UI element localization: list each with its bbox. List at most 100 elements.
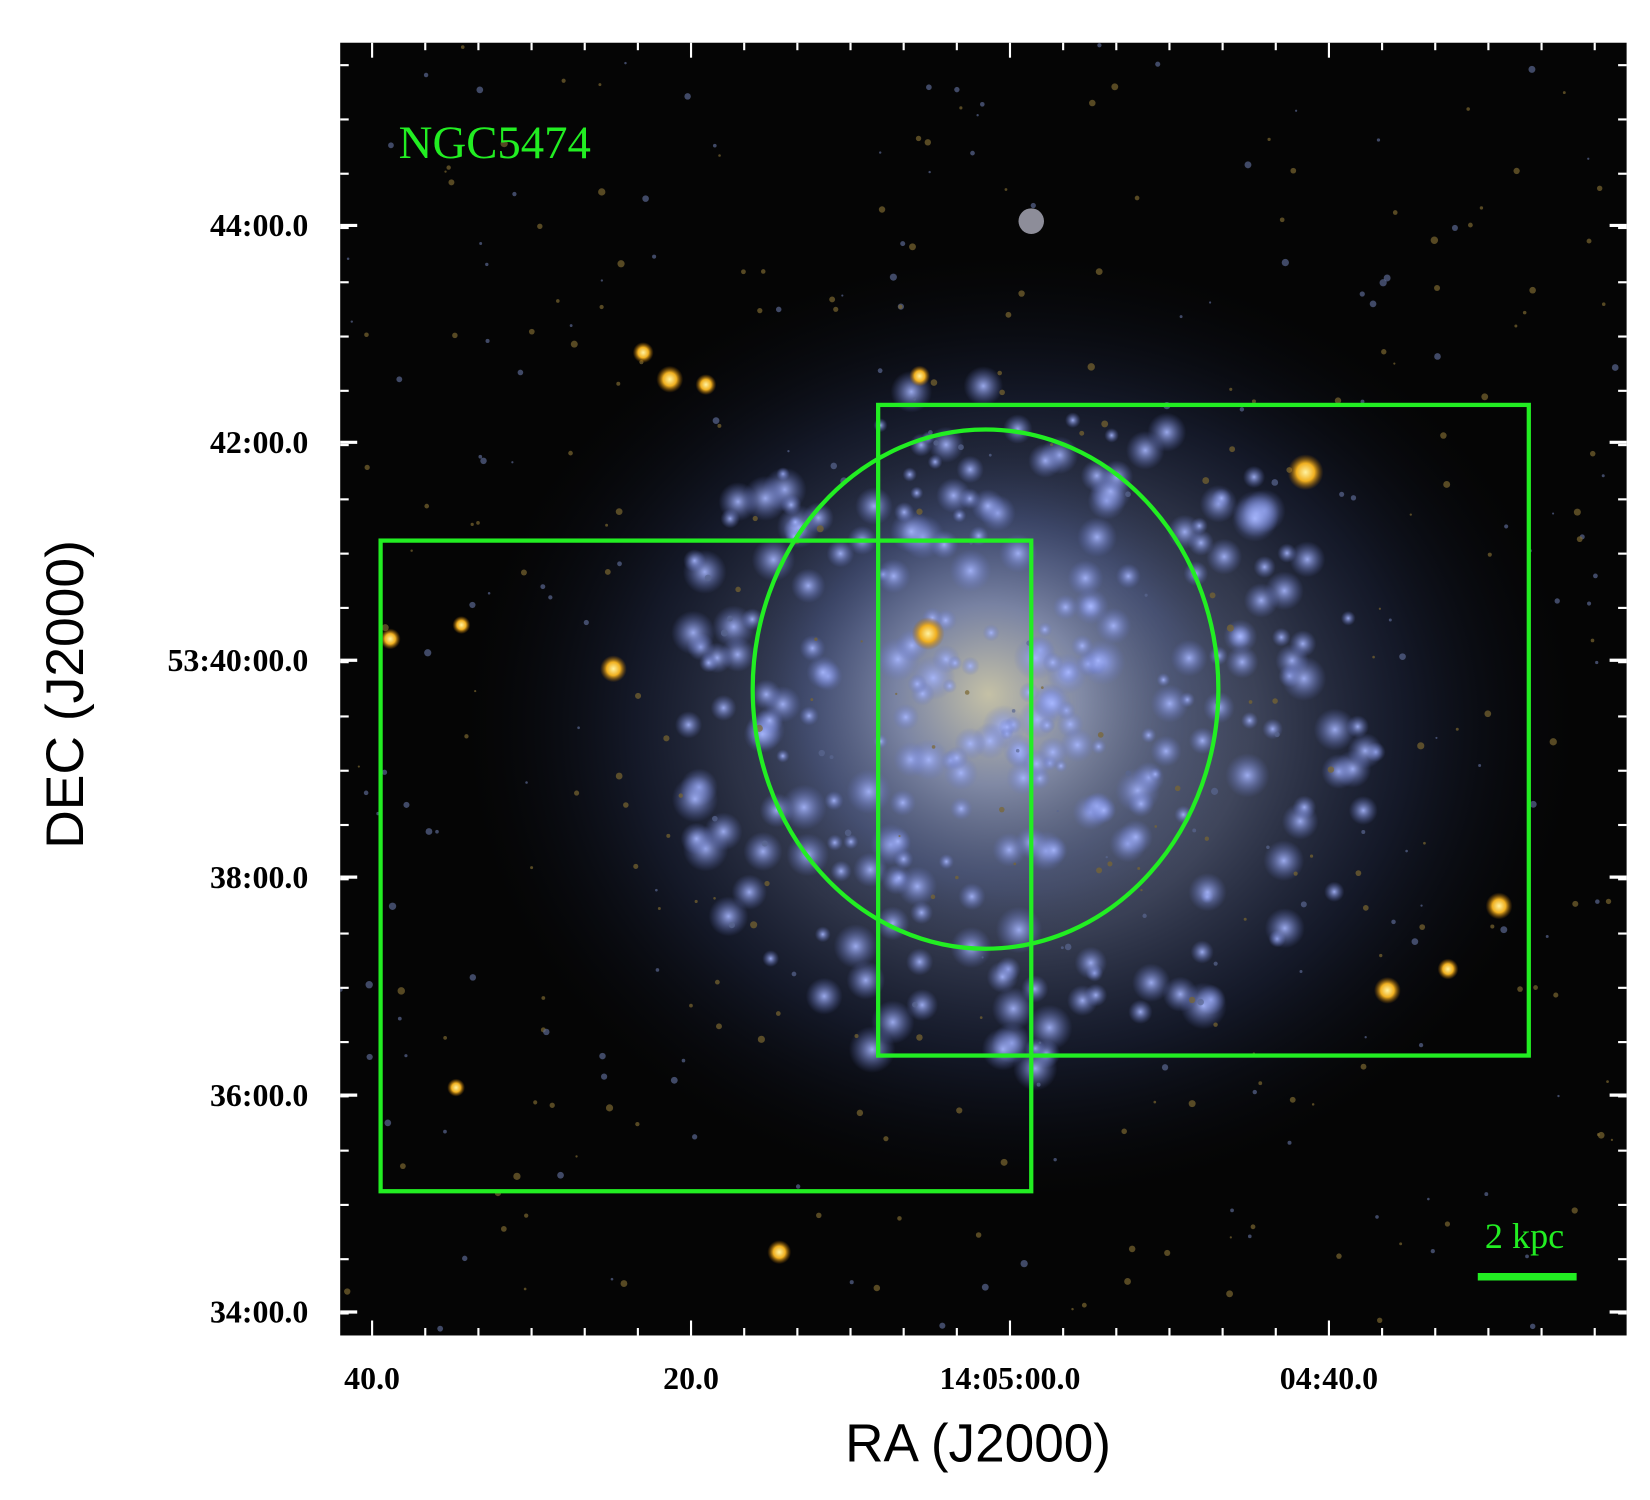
faint-source	[981, 1283, 989, 1291]
ticks: 44:00.0 42:00.0 53:40:00.0 38:00.0 36:00.0 34…	[167, 42, 1627, 1396]
faint-source	[635, 1121, 640, 1127]
faint-source	[1213, 961, 1218, 966]
faint-source	[1533, 985, 1538, 990]
faint-source	[469, 974, 477, 981]
hii-region	[1020, 975, 1049, 1003]
hii-region	[1277, 543, 1297, 563]
hii-region	[906, 989, 939, 1022]
hii-region	[929, 530, 959, 559]
faint-source	[1552, 512, 1555, 515]
faint-source	[512, 191, 517, 197]
faint-source	[1478, 763, 1482, 767]
faint-source	[1381, 349, 1387, 355]
faint-source	[1053, 1157, 1057, 1162]
faint-source	[1247, 1234, 1252, 1239]
faint-source	[1060, 946, 1064, 950]
faint-source	[879, 151, 882, 154]
hii-region	[1026, 1004, 1073, 1051]
faint-source	[1430, 1248, 1435, 1254]
faint-source	[1267, 137, 1271, 141]
faint-source	[1596, 1133, 1601, 1137]
faint-source	[381, 769, 388, 775]
faint-source	[396, 376, 403, 383]
faint-source	[1209, 301, 1212, 304]
faint-source	[1192, 828, 1197, 833]
x-axis-title: RA (J2000)	[845, 1414, 1111, 1473]
star	[695, 374, 717, 396]
faint-source	[604, 568, 611, 575]
faint-source	[1081, 1302, 1087, 1308]
faint-source	[787, 450, 790, 453]
faint-source	[524, 1213, 529, 1218]
faint-source	[599, 1052, 606, 1060]
faint-source	[716, 1023, 722, 1030]
faint-source	[933, 440, 939, 446]
faint-source	[446, 165, 451, 170]
faint-source	[452, 332, 458, 339]
hii-region	[936, 478, 971, 513]
star	[1485, 892, 1513, 920]
faint-source	[616, 381, 621, 386]
faint-source	[1188, 1100, 1196, 1108]
faint-source	[642, 195, 649, 202]
faint-source	[1188, 996, 1196, 1004]
faint-source	[1529, 1323, 1536, 1330]
star	[767, 1240, 792, 1265]
hii-region	[1104, 428, 1119, 443]
faint-source	[1087, 363, 1095, 371]
faint-source	[1281, 258, 1289, 267]
faint-source	[958, 444, 964, 451]
hii-region	[1037, 622, 1053, 638]
faint-source	[1097, 731, 1104, 738]
hii-region	[998, 534, 1038, 573]
hii-region	[1067, 560, 1104, 597]
faint-source	[1096, 867, 1103, 874]
hii-region	[741, 608, 764, 631]
y-tick-label: 36:00.0	[210, 1078, 308, 1113]
faint-source	[1105, 855, 1108, 859]
faint-source	[979, 1016, 983, 1020]
faint-source	[849, 1280, 854, 1285]
faint-source	[860, 640, 863, 643]
faint-source	[605, 523, 609, 527]
faint-source	[1128, 1245, 1136, 1253]
faint-source	[364, 464, 370, 471]
faint-source	[678, 793, 683, 798]
faint-source	[633, 863, 639, 869]
faint-source	[1095, 268, 1103, 276]
faint-source	[735, 586, 741, 593]
faint-source	[344, 1288, 351, 1295]
faint-source	[1405, 849, 1408, 853]
faint-source	[1290, 167, 1297, 174]
faint-source	[1419, 924, 1426, 930]
faint-source	[1211, 787, 1219, 795]
hii-region	[1313, 708, 1357, 751]
faint-source	[1576, 536, 1583, 543]
hii-region	[890, 869, 908, 887]
faint-source	[854, 1034, 859, 1039]
faint-source	[1399, 1242, 1403, 1246]
faint-source	[704, 574, 712, 582]
faint-source	[577, 726, 580, 730]
faint-source	[1327, 766, 1335, 773]
faint-source	[617, 260, 625, 268]
faint-source	[844, 829, 852, 837]
faint-source	[761, 840, 768, 847]
faint-source	[1481, 393, 1489, 401]
hii-region	[982, 624, 1000, 642]
faint-source	[480, 457, 487, 465]
faint-source	[384, 1119, 392, 1127]
hii-region	[1013, 1046, 1058, 1091]
hii-region	[986, 961, 1019, 993]
y-tick-label: 42:00.0	[210, 425, 308, 460]
faint-source	[1295, 109, 1298, 112]
faint-source	[363, 790, 369, 796]
faint-source	[443, 1129, 447, 1134]
hii-region	[833, 924, 878, 969]
faint-source	[841, 294, 844, 297]
faint-source	[873, 1284, 881, 1292]
faint-source	[717, 423, 722, 428]
faint-source	[462, 1255, 468, 1262]
faint-source	[1605, 898, 1612, 905]
regions	[378, 402, 1577, 1281]
